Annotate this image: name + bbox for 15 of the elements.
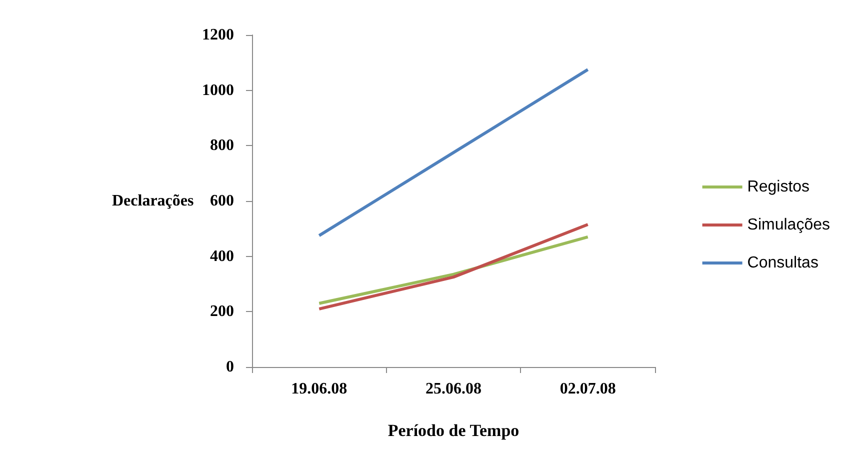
y-tick-label: 400 — [210, 248, 234, 265]
y-tick-label: 200 — [210, 303, 234, 320]
y-tick-label: 800 — [210, 137, 234, 154]
legend-label: Consultas — [747, 254, 818, 272]
y-tick-label: 1000 — [202, 82, 234, 99]
y-axis-title: Declarações — [112, 192, 194, 210]
x-tick-label: 25.06.08 — [426, 380, 482, 398]
y-tick-label: 1200 — [202, 26, 234, 44]
x-axis-title: Período de Tempo — [388, 421, 520, 440]
legend-label: Registos — [747, 178, 810, 196]
y-tick-label: 600 — [210, 192, 234, 210]
y-tick-label: 0 — [226, 358, 234, 376]
legend-label: Simulações — [747, 216, 830, 234]
x-tick-label: 02.07.08 — [560, 380, 616, 398]
x-tick-label: 19.06.08 — [291, 380, 348, 398]
